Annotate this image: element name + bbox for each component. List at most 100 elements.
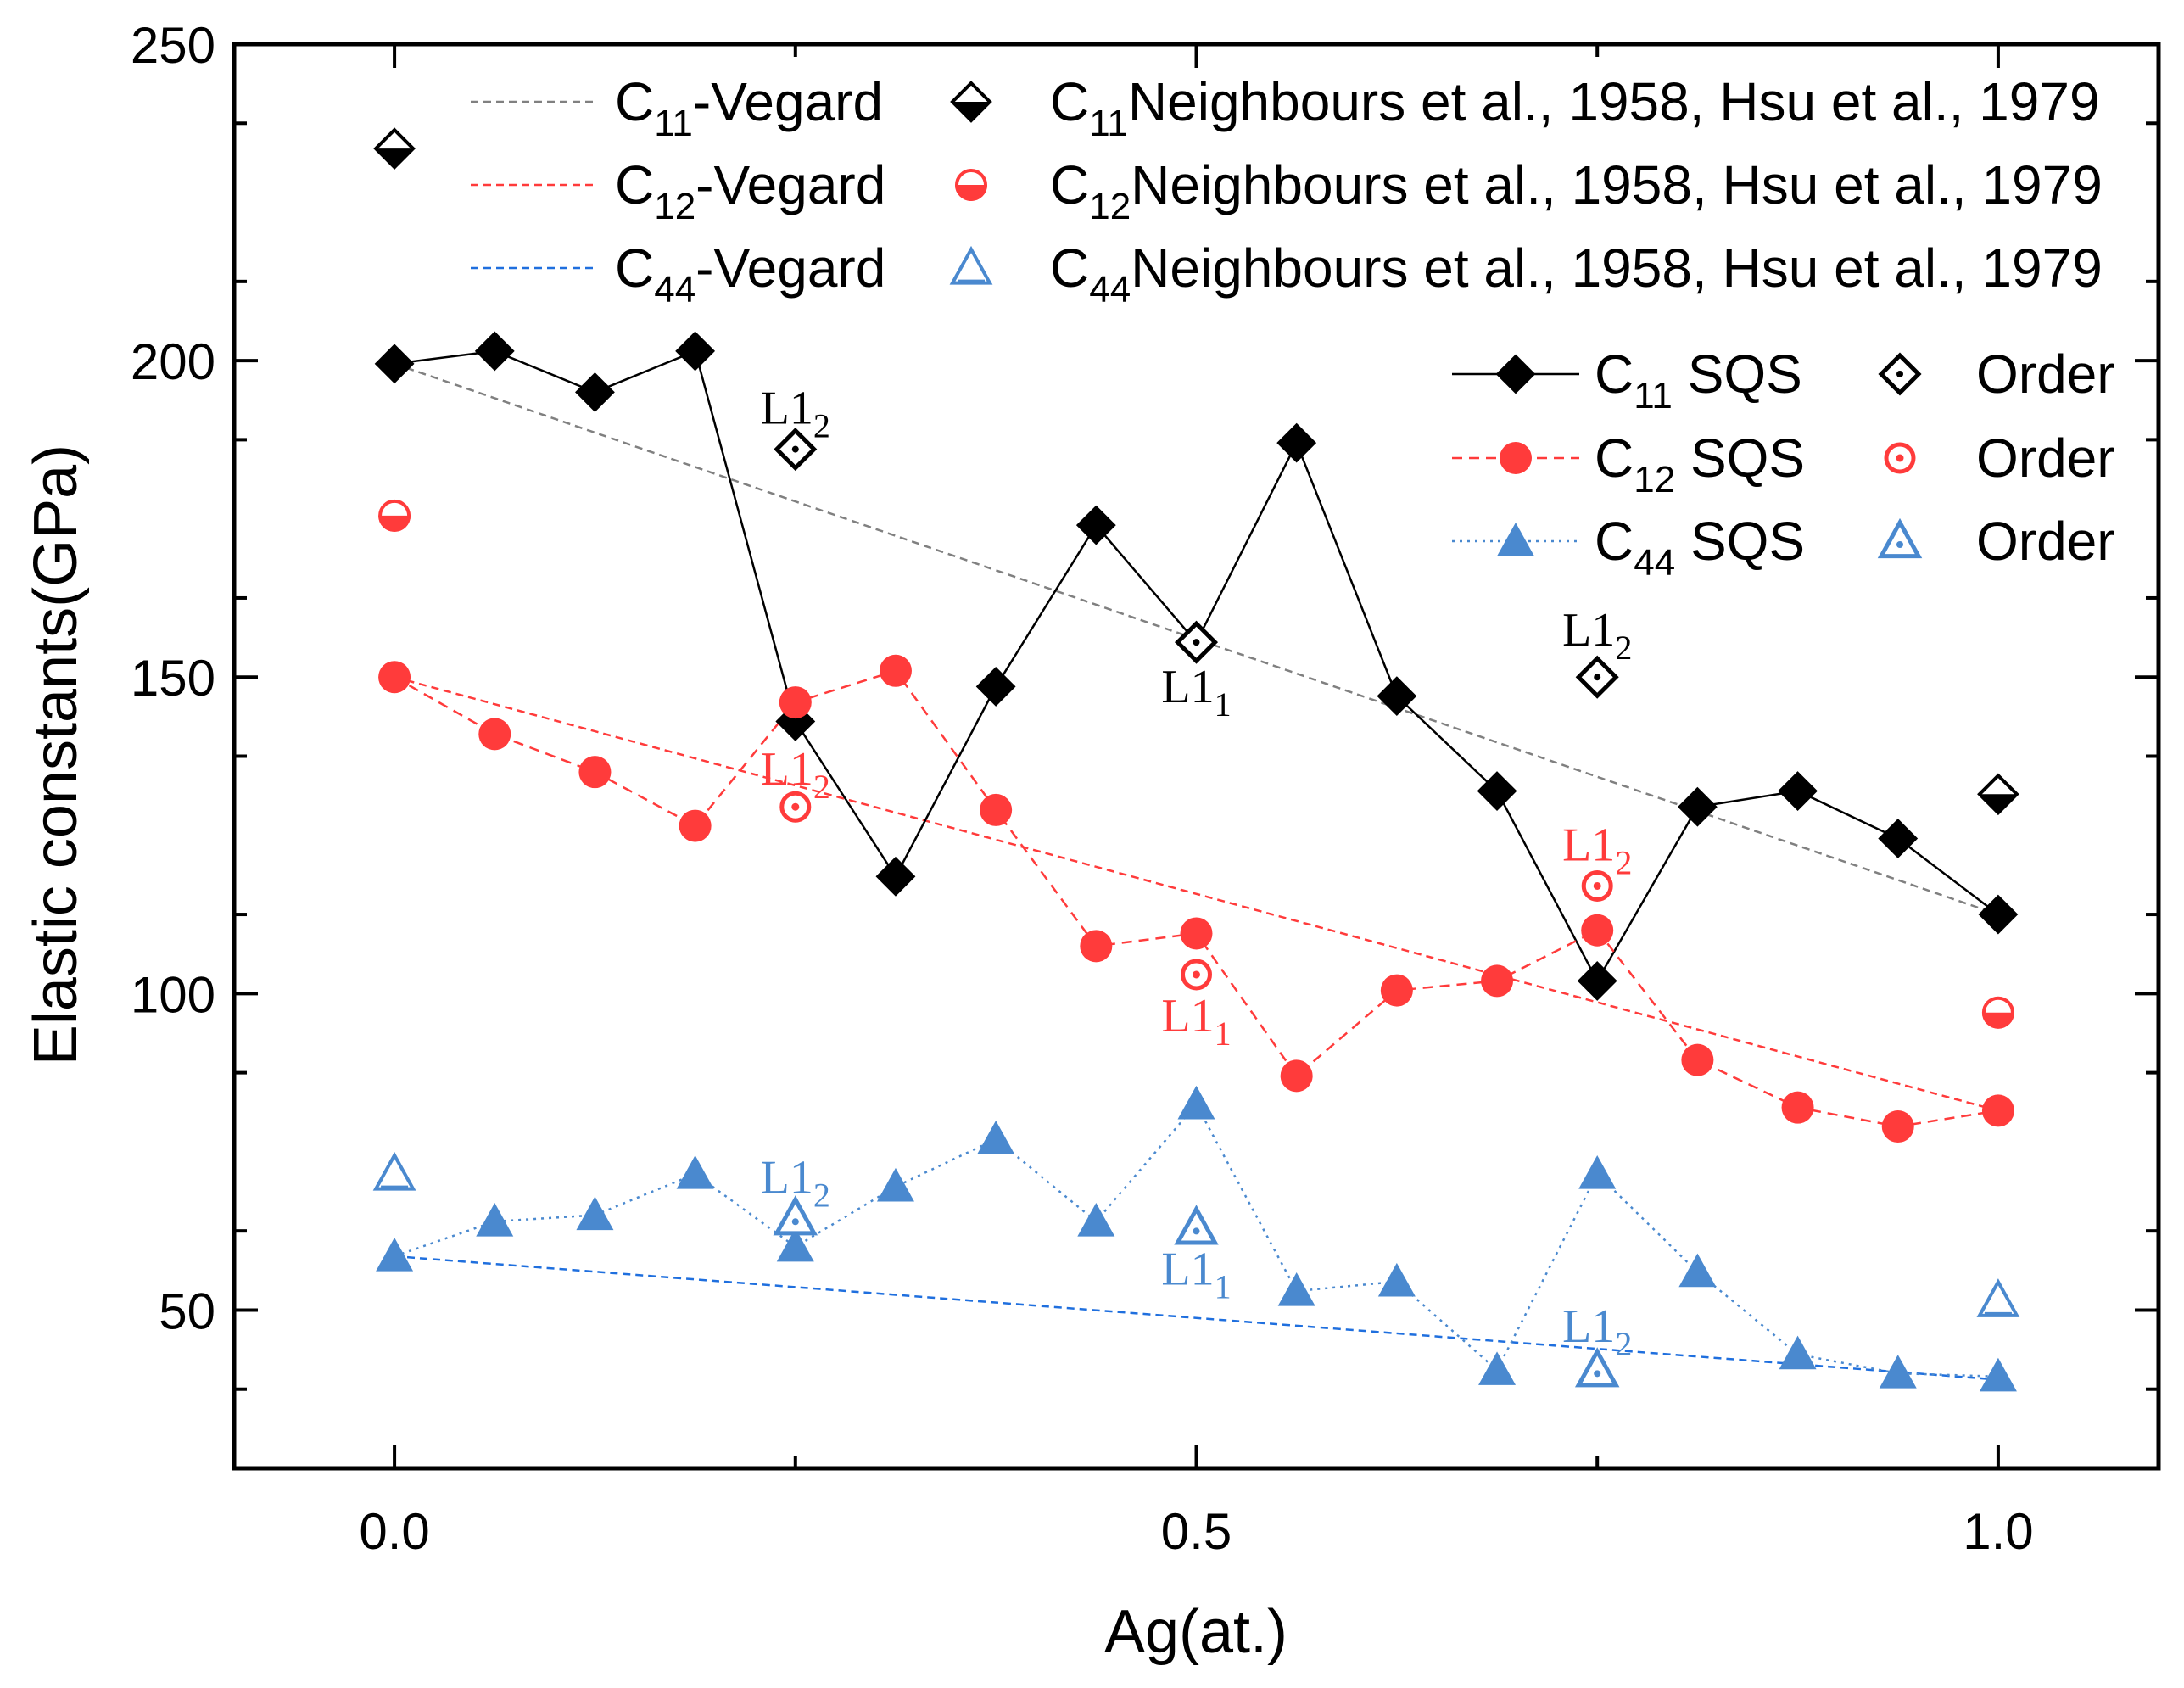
sqs-point-12-14 [1781,1091,1814,1124]
order-point-0-2 [1575,655,1619,699]
sqs-point-12-1 [478,718,511,751]
sqs-point-12-11 [1481,964,1514,998]
sqs-point-12-16 [1981,1094,2014,1127]
order-point-1-2 [1581,869,1613,902]
sqs-point-12-3 [679,809,712,842]
order-point-2-1 [1174,1205,1219,1245]
sqs-point-44-5 [876,1167,914,1202]
phase-label-5: L12 [1562,819,1632,882]
order-point-0-0 [774,428,818,472]
sqs-point-11-9 [1276,422,1317,463]
legend-order-marker-1 [1884,442,1916,474]
sqs-point-11-12 [1577,960,1617,1001]
sqs-point-11-0 [374,344,415,384]
sqs-point-44-13 [1678,1253,1717,1288]
y-tick-label-2: 150 [131,650,215,707]
y-tick-label-3: 200 [131,333,215,390]
sqs-point-44-10 [1377,1262,1416,1297]
sqs-point-12-12 [1581,914,1614,947]
sqs-point-44-1 [476,1202,514,1237]
legend-order-marker-0 [1878,352,1922,396]
sqs-point-11-5 [875,856,916,897]
sqs-point-12-2 [578,756,612,789]
sqs-point-12-10 [1380,974,1413,1007]
sqs-point-11-2 [575,372,615,412]
vegard-line-12 [394,676,1999,1112]
x-axis-label: Ag(at.) [1104,1598,1287,1666]
sqs-point-11-1 [474,331,515,372]
legend: C11-Vegard C12-Vegard C44-Vegard C11Neighbo… [471,71,2115,584]
order-point-1-1 [1181,959,1212,991]
sqs-point-11-11 [1477,771,1517,811]
sqs-point-11-13 [1677,786,1718,827]
sqs-point-44-9 [1277,1272,1315,1306]
exp-point-44-0 [372,1151,416,1191]
legend-order-label-0: Order [1976,344,2115,405]
series-markers [372,127,2020,1392]
exp-point-44-1 [1976,1278,2020,1317]
vegard-line-11 [394,362,1999,916]
y-tick-label-1: 100 [131,966,215,1023]
vegard-line-44 [394,1255,1999,1381]
y-axis-label: Elastic constants(GPa) [22,444,90,1065]
legend-vegard-label-11: C11-Vegard [615,71,883,144]
sqs-point-12-7 [1080,930,1113,963]
phase-label-0: L12 [761,383,830,445]
sqs-point-44-12 [1578,1155,1617,1189]
legend-exp-marker-11 [950,81,992,123]
sqs-point-12-4 [779,686,812,719]
sqs-point-12-8 [1180,917,1213,950]
sqs-point-12-13 [1681,1043,1714,1076]
legend-exp-label-12: C12Neighbours et al., 1958, Hsu et al., … [1050,154,2103,227]
legend-vegard-label-44: C44-Vegard [615,238,885,310]
legend-order-label-2: Order [1976,511,2115,572]
sqs-point-44-6 [977,1120,1015,1154]
sqs-point-44-11 [1478,1351,1517,1385]
sqs-point-12-6 [980,793,1013,826]
legend-sqs-marker-44 [1497,523,1534,556]
sqs-point-12-15 [1881,1110,1914,1143]
exp-point-12-0 [378,499,411,532]
sqs-point-11-3 [675,331,716,372]
x-tick-label-2: 1.0 [1963,1503,2033,1560]
sqs-point-44-2 [576,1196,614,1231]
axes: 50 100 150 200 250 0.0 0.5 1.0 [131,17,2159,1560]
legend-exp-label-44: C44Neighbours et al., 1958, Hsu et al., … [1050,238,2103,310]
phase-label-8: L12 [1562,1300,1632,1363]
sqs-point-44-8 [1177,1085,1215,1120]
legend-exp-marker-12 [955,169,987,201]
y-tick-label-0: 50 [159,1283,215,1339]
phase-annotations: L12 L11 L12 L12 L11 L12 L12 L11 L12 [761,383,1633,1363]
exp-point-12-1 [1981,996,2014,1029]
legend-sqs-marker-11 [1495,354,1536,394]
legend-order-marker-2 [1877,517,1923,559]
legend-exp-marker-44 [949,245,993,285]
phase-label-3: L12 [761,743,830,806]
sqs-point-12-5 [879,654,912,687]
x-tick-label-0: 0.0 [359,1503,429,1560]
sqs-point-44-7 [1077,1202,1115,1237]
order-point-2-2 [1574,1347,1620,1388]
sqs-point-44-3 [676,1155,714,1189]
phase-label-6: L12 [761,1151,830,1214]
legend-sqs-marker-12 [1500,442,1532,474]
legend-sqs-label-12: C12 SQS [1595,428,1805,500]
y-tick-label-4: 250 [131,17,215,74]
sqs-point-44-14 [1779,1335,1817,1370]
sqs-point-44-15 [1879,1355,1917,1389]
sqs-point-11-16 [1978,894,2019,935]
sqs-point-11-6 [975,667,1016,707]
phase-label-4: L11 [1161,990,1231,1053]
sqs-point-11-7 [1075,505,1116,545]
phase-label-2: L12 [1562,604,1632,667]
legend-order-label-1: Order [1976,428,2115,489]
x-tick-label-1: 0.5 [1161,1503,1232,1560]
legend-vegard-label-12: C12-Vegard [615,154,885,227]
order-point-1-0 [779,791,812,823]
sqs-point-44-0 [376,1238,414,1272]
sqs-point-12-9 [1280,1059,1313,1093]
sqs-point-44-4 [776,1227,814,1262]
legend-sqs-label-44: C44 SQS [1595,511,1805,584]
